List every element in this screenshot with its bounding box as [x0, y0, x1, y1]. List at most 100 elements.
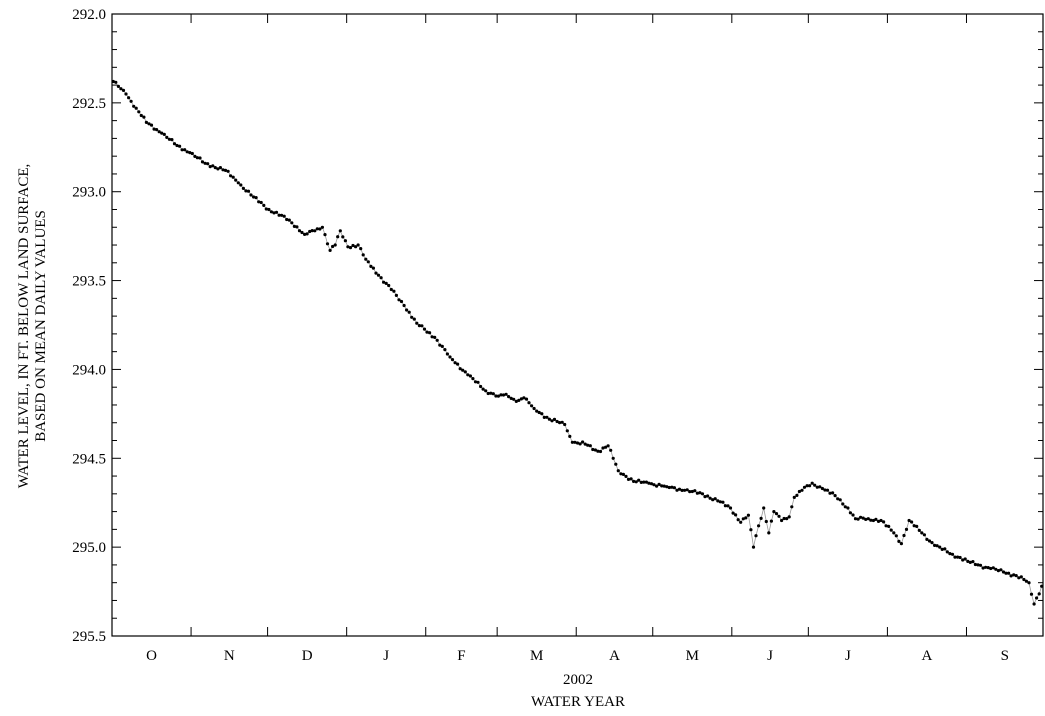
data-point [1032, 602, 1036, 606]
data-point [670, 485, 674, 489]
data-point [593, 448, 598, 452]
data-point [984, 565, 988, 569]
data-point [178, 144, 182, 148]
data-point [780, 518, 784, 523]
data-point [119, 87, 123, 91]
data-point [945, 550, 949, 554]
y-axis-ticks: 292.0 292.5 293.0 293.5 294.0 294.5 295.0 295.5 [72, 7, 1043, 645]
data-point [754, 534, 758, 538]
data-point [647, 481, 651, 485]
data-point [165, 135, 169, 139]
data-point [448, 355, 452, 359]
data-point [721, 500, 725, 504]
y-axis-title: WATER LEVEL, IN FT. BELOW LAND SURFACE, … [16, 164, 49, 489]
data-point [769, 519, 774, 523]
data-point [833, 494, 837, 498]
data-point [420, 324, 424, 328]
data-point [734, 513, 738, 517]
data-point [259, 200, 263, 205]
data-point [287, 218, 291, 222]
y-axis-title-line-2: BASED ON MEAN DAILY VALUES [33, 210, 49, 442]
data-point [1001, 570, 1006, 574]
data-point [527, 401, 531, 405]
data-point [575, 441, 580, 445]
data-point [759, 516, 763, 521]
data-point [843, 505, 847, 509]
data-point [996, 569, 1001, 573]
data-point [624, 474, 628, 478]
data-point [310, 229, 314, 233]
y-tick-label: 293.5 [72, 274, 106, 290]
data-point [749, 528, 753, 532]
data-point [550, 419, 554, 423]
data-point [882, 520, 886, 524]
data-point [127, 96, 131, 100]
data-point [486, 391, 490, 396]
data-point [524, 397, 529, 401]
data-point [417, 324, 421, 328]
data-point [277, 213, 281, 217]
data-point [152, 127, 156, 131]
data-point [744, 516, 748, 520]
data-point [802, 485, 807, 489]
data-point [318, 227, 322, 231]
data-point [364, 257, 368, 261]
data-point [586, 443, 590, 447]
data-point [820, 486, 825, 491]
data-point [195, 156, 199, 160]
data-point [736, 518, 740, 522]
data-point [155, 128, 159, 132]
data-point [940, 547, 944, 552]
data-point [825, 488, 830, 492]
data-point [494, 394, 498, 398]
data-point [239, 183, 243, 187]
data-point [700, 492, 705, 496]
data-point [836, 497, 840, 501]
data-point [614, 462, 618, 466]
data-point [190, 151, 194, 156]
data-point [172, 142, 177, 146]
data-point [637, 478, 641, 482]
data-point [667, 485, 671, 490]
data-point [976, 563, 980, 567]
data-point [739, 520, 743, 524]
data-point [591, 447, 595, 452]
data-point [216, 167, 220, 171]
data-point [295, 225, 299, 229]
data-point [731, 511, 735, 515]
data-point [476, 380, 480, 384]
data-point [435, 338, 439, 342]
data-point [129, 99, 133, 103]
data-point [198, 156, 202, 160]
data-point [805, 484, 809, 488]
data-point [463, 370, 467, 374]
data-point [767, 531, 771, 535]
data-point [180, 148, 184, 152]
data-point [410, 315, 414, 319]
data-point [695, 491, 700, 495]
data-point [252, 195, 256, 199]
data-point [818, 485, 822, 489]
data-point [741, 517, 745, 521]
data-point [751, 545, 756, 549]
data-point [665, 485, 669, 489]
data-point [305, 232, 309, 236]
data-point [369, 264, 373, 268]
data-point [499, 393, 503, 397]
data-point [677, 487, 682, 491]
data-point [361, 253, 365, 257]
x-month-label: F [457, 648, 465, 664]
data-point [869, 518, 873, 522]
data-point [876, 519, 881, 524]
data-point [1007, 571, 1011, 575]
data-point [292, 224, 296, 228]
data-point [399, 299, 404, 304]
data-point [348, 246, 353, 250]
data-point [639, 480, 643, 484]
data-point [774, 511, 779, 516]
data-point [170, 138, 174, 142]
data-point [688, 490, 692, 494]
data-point [672, 486, 677, 490]
data-point [675, 488, 679, 492]
